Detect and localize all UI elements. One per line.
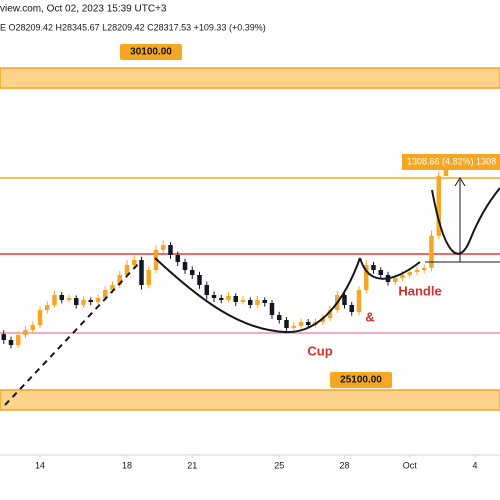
candle-body [15,335,21,345]
x-tick-label: Oct [403,460,418,470]
zone [0,67,500,89]
candle-body [378,270,383,275]
candle-body [73,298,79,305]
cup-curve [154,257,361,334]
candle-body [392,278,398,283]
candle-body [269,303,275,316]
candle-body [356,290,362,312]
candle-body [168,245,173,255]
candle-body [102,290,108,299]
candle-body [23,330,28,336]
candle-body [160,245,166,251]
candle-body [436,176,441,236]
candle-body [197,274,202,286]
measure-label: 1308.66 (4.82%) 1308 [407,156,496,166]
candle-body [327,310,333,319]
handle-curve [359,257,421,280]
candle-body [240,299,246,303]
header-bg [0,0,500,36]
x-tick-label: 4 [472,460,477,470]
candle-body [189,270,195,275]
candle-body [8,340,14,345]
candle-body [95,298,101,303]
candle-body [305,322,311,325]
candle-body [407,271,412,275]
candle-body [363,265,369,291]
candle-body [59,295,64,300]
candle-body [30,324,35,331]
candle-body [429,235,434,268]
candle-body [131,259,137,266]
candle-body [66,298,72,300]
candle-body [400,274,405,279]
annotation: Handle [398,283,441,298]
candle-body [52,295,57,305]
candle-body [291,326,296,328]
candle-body [81,299,86,305]
candle-body [146,270,151,286]
x-tick-label: 14 [35,460,45,470]
candle-body [247,299,253,305]
candle-body [276,315,282,320]
x-tick-label: 21 [187,460,197,470]
ohlc: E O28209.42 H28345.67 L28209.42 C28317.5… [0,22,266,32]
candle-body [226,295,231,300]
candle-body [139,259,144,286]
candle-body [320,318,325,323]
candle-body [37,310,43,325]
candle-body [182,262,188,271]
candle-body [175,254,180,263]
candle-body [44,304,50,311]
candle-body [443,168,449,177]
x-tick-label: 25 [274,460,284,470]
candle-body [255,299,260,305]
candle-body [218,298,224,300]
candle-body [1,334,6,341]
candle-body [298,322,304,327]
candle-body [349,304,354,312]
candle-body [204,285,209,296]
candle-body [371,265,376,271]
price-label-box [330,372,392,389]
measure-arrowhead [454,177,466,187]
candle-body [421,267,427,271]
price-label: 30100.00 [130,47,172,58]
x-tick-label: 28 [339,460,349,470]
candle-body [233,295,238,303]
candle-body [284,319,289,328]
measure-box [402,154,500,170]
candle-body [124,265,130,275]
candle-body [211,295,217,299]
zone [0,389,500,411]
header: view.com, Oct 02, 2023 15:39 UTC+3 [0,4,167,15]
candle-body [110,285,115,291]
candle-body [342,295,347,305]
candle-body [414,270,420,272]
annotation: & [365,309,374,324]
candle-body [88,299,93,303]
annotation: Cup [307,343,332,358]
candle-body [262,299,267,304]
x-tick-label: 18 [122,460,132,470]
price-label-box [120,44,182,61]
price-label: 25100.00 [340,375,382,386]
candle-body [117,274,122,286]
projection-curve [431,187,500,255]
